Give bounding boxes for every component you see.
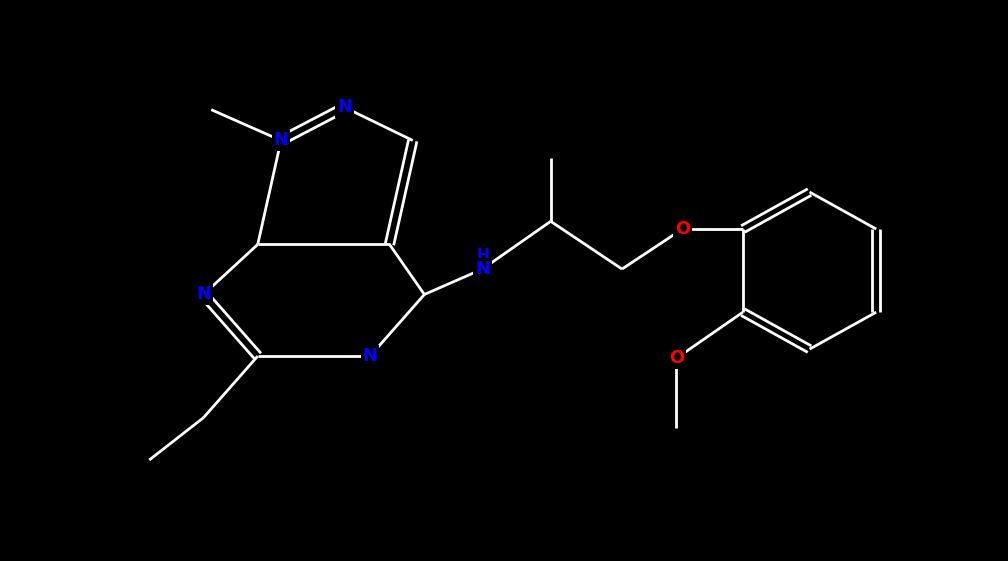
- Text: N: N: [196, 286, 211, 304]
- Text: O: O: [674, 220, 690, 238]
- Text: N: N: [337, 98, 352, 116]
- Text: N: N: [363, 347, 378, 365]
- Text: N: N: [273, 131, 288, 149]
- Text: O: O: [668, 350, 683, 367]
- Text: H: H: [476, 249, 489, 264]
- Text: N: N: [475, 260, 490, 278]
